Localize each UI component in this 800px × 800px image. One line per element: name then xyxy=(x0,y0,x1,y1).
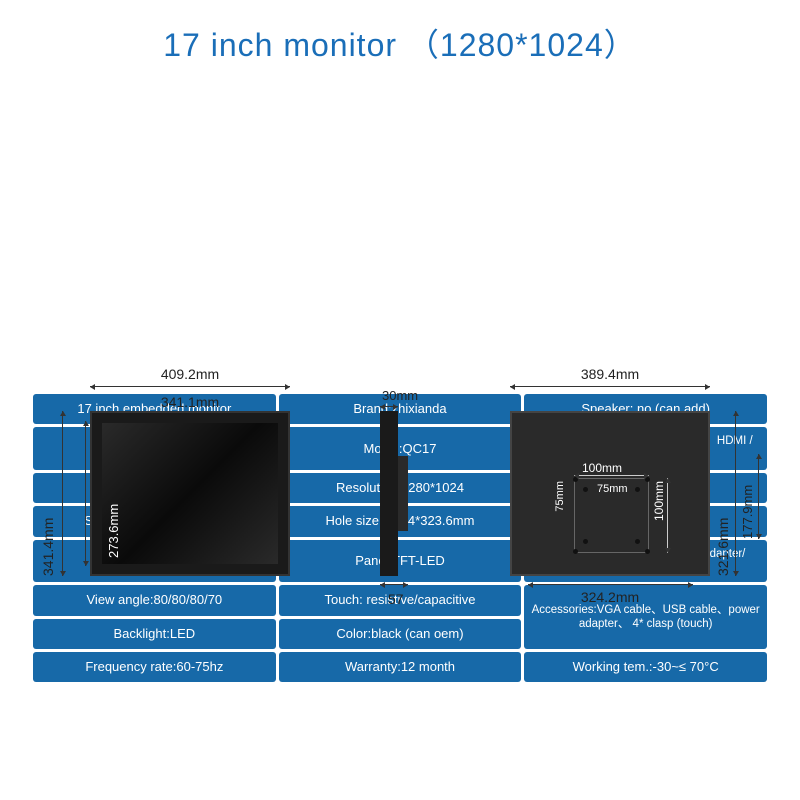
dim-vesa-100: 100mm xyxy=(582,461,622,475)
table-row: Frequency rate:60-75hz Warranty:12 month… xyxy=(33,652,767,682)
spec-cell: Panel:TFT-LED xyxy=(279,540,522,583)
dim-panel-width: 324.2mm xyxy=(510,589,710,605)
monitor-back-body: 100mm 75mm 75mm 100mm xyxy=(510,411,710,576)
spec-cell: Backlight:LED xyxy=(33,619,276,649)
monitor-side-body xyxy=(380,411,398,576)
dim-screen-width: 341.1mm xyxy=(100,394,280,410)
dim-outer-width: 409.2mm xyxy=(90,366,290,382)
page-title: 17 inch monitor （1280*1024） xyxy=(30,20,770,66)
spec-cell: Frequency rate:60-75hz xyxy=(33,652,276,682)
dim-vesa-75v: 75mm xyxy=(554,481,566,512)
dim-screen-height: 273.6mm xyxy=(106,433,121,558)
spec-cell: Warranty:12 month xyxy=(279,652,522,682)
dim-vesa-75: 75mm xyxy=(597,483,628,495)
spec-cell: Color:black (can oem) xyxy=(279,619,522,649)
dim-back-width: 389.4mm xyxy=(510,366,710,382)
dim-vesa-100v: 100mm xyxy=(652,481,666,521)
monitor-front-body: 273.6mm xyxy=(90,411,290,576)
monitor-screen xyxy=(102,423,278,564)
dim-depth-top: 30mm xyxy=(382,388,418,403)
spec-cell: View angle:80/80/80/70 xyxy=(33,585,276,615)
dim-outer-height: 341.4mm xyxy=(40,411,56,576)
spec-cell: Working tem.:-30~≤ 70°C xyxy=(524,652,767,682)
dim-panel-height: 177.9mm xyxy=(740,454,755,539)
monitor-side-backpanel xyxy=(398,456,408,531)
dimension-diagrams: 409.2mm 341.1mm 341.4mm 273.6mm 30mm 57 … xyxy=(30,86,770,366)
dim-back-height: 321.6mm xyxy=(715,411,731,576)
dim-depth-bottom: 57 xyxy=(388,591,404,607)
